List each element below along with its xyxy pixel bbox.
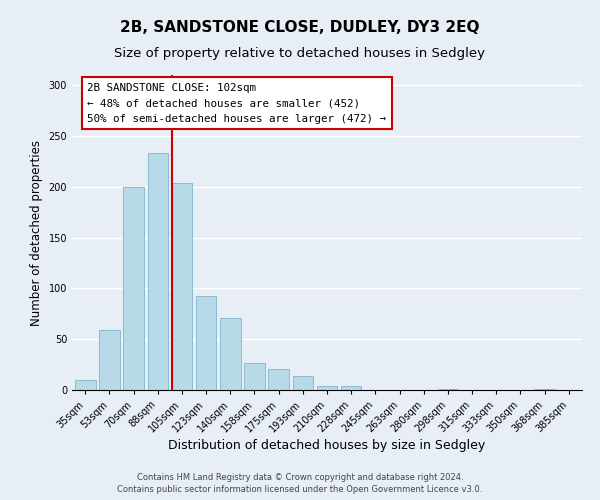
Text: Contains public sector information licensed under the Open Government Licence v3: Contains public sector information licen… <box>118 485 482 494</box>
Text: Size of property relative to detached houses in Sedgley: Size of property relative to detached ho… <box>115 48 485 60</box>
Bar <box>293 376 313 390</box>
Bar <box>220 318 241 390</box>
Bar <box>75 380 95 390</box>
Text: 2B SANDSTONE CLOSE: 102sqm
← 48% of detached houses are smaller (452)
50% of sem: 2B SANDSTONE CLOSE: 102sqm ← 48% of deta… <box>88 83 386 124</box>
Bar <box>148 153 168 390</box>
Bar <box>172 182 192 390</box>
Bar <box>124 187 144 390</box>
Bar <box>534 389 555 390</box>
Bar <box>268 368 289 390</box>
Bar <box>317 386 337 390</box>
Bar <box>99 330 120 390</box>
Y-axis label: Number of detached properties: Number of detached properties <box>30 140 43 326</box>
Bar <box>196 296 217 390</box>
Text: 2B, SANDSTONE CLOSE, DUDLEY, DY3 2EQ: 2B, SANDSTONE CLOSE, DUDLEY, DY3 2EQ <box>120 20 480 35</box>
Bar <box>244 362 265 390</box>
X-axis label: Distribution of detached houses by size in Sedgley: Distribution of detached houses by size … <box>169 440 485 452</box>
Bar <box>341 386 361 390</box>
Text: Contains HM Land Registry data © Crown copyright and database right 2024.: Contains HM Land Registry data © Crown c… <box>137 472 463 482</box>
Bar <box>437 389 458 390</box>
